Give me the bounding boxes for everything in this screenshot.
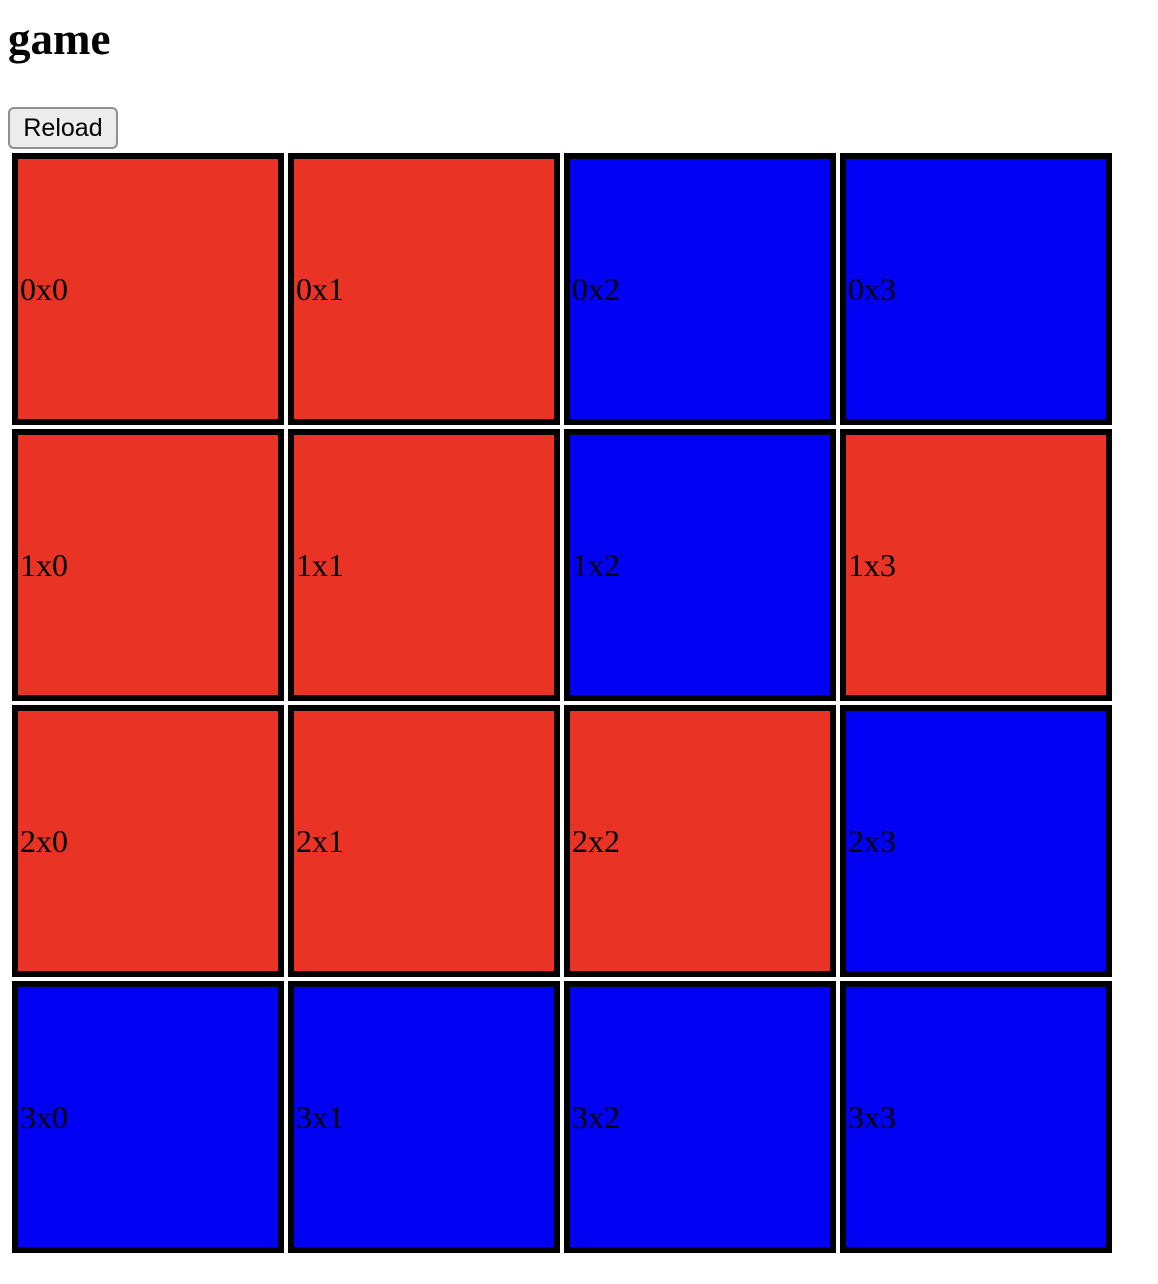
- cell-label: 1x0: [20, 547, 68, 583]
- cell-label: 0x0: [20, 271, 68, 307]
- cell-label: 1x3: [848, 547, 896, 583]
- cell-label: 3x1: [296, 1099, 344, 1135]
- page-title: game: [8, 14, 111, 64]
- game-board: 0x0 0x1 0x2 0x3 1x0 1x1 1x2 1x3 2x0 2x1 …: [12, 153, 1114, 1253]
- board-cell-2x3[interactable]: 2x3: [840, 705, 1112, 977]
- cell-label: 0x1: [296, 271, 344, 307]
- board-cell-2x2[interactable]: 2x2: [564, 705, 836, 977]
- cell-label: 3x0: [20, 1099, 68, 1135]
- board-cell-2x1[interactable]: 2x1: [288, 705, 560, 977]
- board-cell-3x2[interactable]: 3x2: [564, 981, 836, 1253]
- cell-label: 1x2: [572, 547, 620, 583]
- board-cell-1x1[interactable]: 1x1: [288, 429, 560, 701]
- board-cell-1x0[interactable]: 1x0: [12, 429, 284, 701]
- cell-label: 2x0: [20, 823, 68, 859]
- board-cell-3x0[interactable]: 3x0: [12, 981, 284, 1253]
- board-cell-1x3[interactable]: 1x3: [840, 429, 1112, 701]
- board-cell-1x2[interactable]: 1x2: [564, 429, 836, 701]
- reload-button[interactable]: Reload: [8, 107, 118, 149]
- cell-label: 0x3: [848, 271, 896, 307]
- cell-label: 2x3: [848, 823, 896, 859]
- board-cell-0x1[interactable]: 0x1: [288, 153, 560, 425]
- board-cell-2x0[interactable]: 2x0: [12, 705, 284, 977]
- cell-label: 3x3: [848, 1099, 896, 1135]
- cell-label: 2x1: [296, 823, 344, 859]
- cell-label: 2x2: [572, 823, 620, 859]
- board-cell-0x3[interactable]: 0x3: [840, 153, 1112, 425]
- board-cell-3x3[interactable]: 3x3: [840, 981, 1112, 1253]
- cell-label: 0x2: [572, 271, 620, 307]
- cell-label: 3x2: [572, 1099, 620, 1135]
- board-cell-0x2[interactable]: 0x2: [564, 153, 836, 425]
- board-cell-3x1[interactable]: 3x1: [288, 981, 560, 1253]
- cell-label: 1x1: [296, 547, 344, 583]
- board-cell-0x0[interactable]: 0x0: [12, 153, 284, 425]
